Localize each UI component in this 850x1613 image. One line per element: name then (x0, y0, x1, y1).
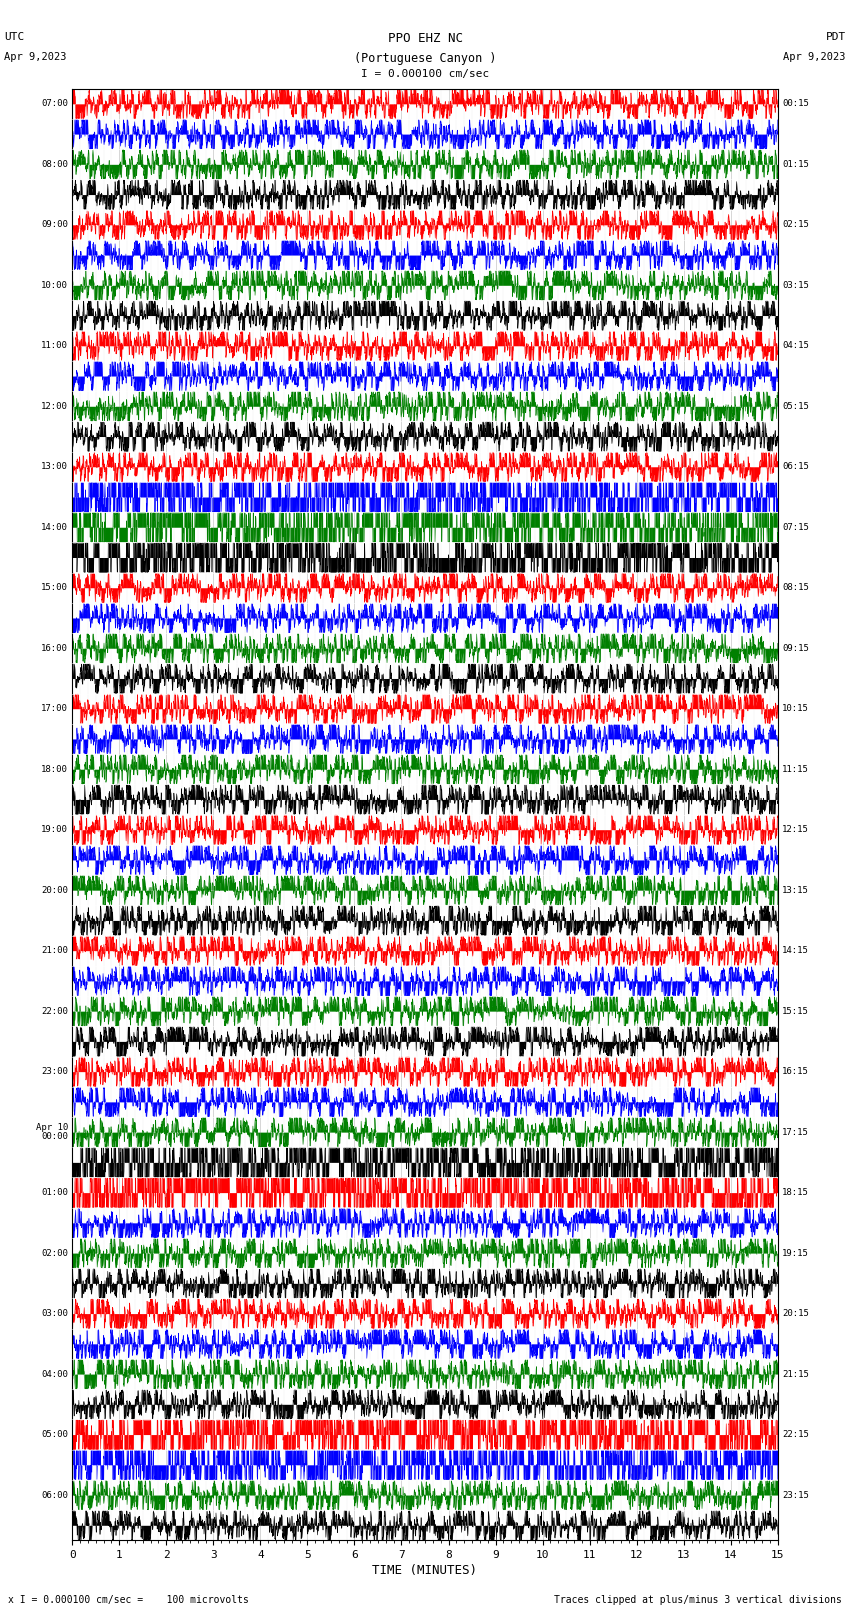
Text: 16:00: 16:00 (41, 644, 68, 653)
Text: 17:15: 17:15 (782, 1127, 809, 1137)
Text: PPO EHZ NC: PPO EHZ NC (388, 32, 462, 45)
Text: 02:00: 02:00 (41, 1248, 68, 1258)
Text: 03:15: 03:15 (782, 281, 809, 290)
Text: Apr 9,2023: Apr 9,2023 (4, 52, 67, 61)
Text: 17:00: 17:00 (41, 705, 68, 713)
Text: 10:15: 10:15 (782, 705, 809, 713)
Text: Traces clipped at plus/minus 3 vertical divisions: Traces clipped at plus/minus 3 vertical … (553, 1595, 842, 1605)
Text: 18:15: 18:15 (782, 1189, 809, 1197)
Text: 08:00: 08:00 (41, 160, 68, 169)
Text: 21:00: 21:00 (41, 947, 68, 955)
Text: 03:00: 03:00 (41, 1310, 68, 1318)
Text: 09:00: 09:00 (41, 221, 68, 229)
Text: PDT: PDT (825, 32, 846, 42)
Text: 22:00: 22:00 (41, 1007, 68, 1016)
Text: 04:00: 04:00 (41, 1369, 68, 1379)
Text: 10:00: 10:00 (41, 281, 68, 290)
Text: 13:00: 13:00 (41, 463, 68, 471)
Text: 11:15: 11:15 (782, 765, 809, 774)
Text: 19:00: 19:00 (41, 826, 68, 834)
Text: (Portuguese Canyon ): (Portuguese Canyon ) (354, 52, 496, 65)
Text: 07:15: 07:15 (782, 523, 809, 532)
Text: 12:00: 12:00 (41, 402, 68, 411)
Text: 12:15: 12:15 (782, 826, 809, 834)
Text: 01:15: 01:15 (782, 160, 809, 169)
Text: 22:15: 22:15 (782, 1431, 809, 1439)
Text: 08:15: 08:15 (782, 584, 809, 592)
Text: 09:15: 09:15 (782, 644, 809, 653)
Text: 14:00: 14:00 (41, 523, 68, 532)
Text: 23:00: 23:00 (41, 1068, 68, 1076)
Text: 06:00: 06:00 (41, 1490, 68, 1500)
X-axis label: TIME (MINUTES): TIME (MINUTES) (372, 1565, 478, 1578)
Text: 19:15: 19:15 (782, 1248, 809, 1258)
Text: 23:15: 23:15 (782, 1490, 809, 1500)
Text: x I = 0.000100 cm/sec =    100 microvolts: x I = 0.000100 cm/sec = 100 microvolts (8, 1595, 249, 1605)
Text: 04:15: 04:15 (782, 342, 809, 350)
Text: I = 0.000100 cm/sec: I = 0.000100 cm/sec (361, 69, 489, 79)
Text: 13:15: 13:15 (782, 886, 809, 895)
Text: 18:00: 18:00 (41, 765, 68, 774)
Text: 15:00: 15:00 (41, 584, 68, 592)
Text: 11:00: 11:00 (41, 342, 68, 350)
Text: 21:15: 21:15 (782, 1369, 809, 1379)
Text: 05:15: 05:15 (782, 402, 809, 411)
Text: 05:00: 05:00 (41, 1431, 68, 1439)
Text: 00:15: 00:15 (782, 100, 809, 108)
Text: 06:15: 06:15 (782, 463, 809, 471)
Text: 02:15: 02:15 (782, 221, 809, 229)
Text: 00:00: 00:00 (41, 1132, 68, 1142)
Text: 16:15: 16:15 (782, 1068, 809, 1076)
Text: 15:15: 15:15 (782, 1007, 809, 1016)
Text: 20:15: 20:15 (782, 1310, 809, 1318)
Text: UTC: UTC (4, 32, 25, 42)
Text: 07:00: 07:00 (41, 100, 68, 108)
Text: Apr 10: Apr 10 (36, 1123, 68, 1132)
Text: Apr 9,2023: Apr 9,2023 (783, 52, 846, 61)
Text: 20:00: 20:00 (41, 886, 68, 895)
Text: 01:00: 01:00 (41, 1189, 68, 1197)
Text: 14:15: 14:15 (782, 947, 809, 955)
